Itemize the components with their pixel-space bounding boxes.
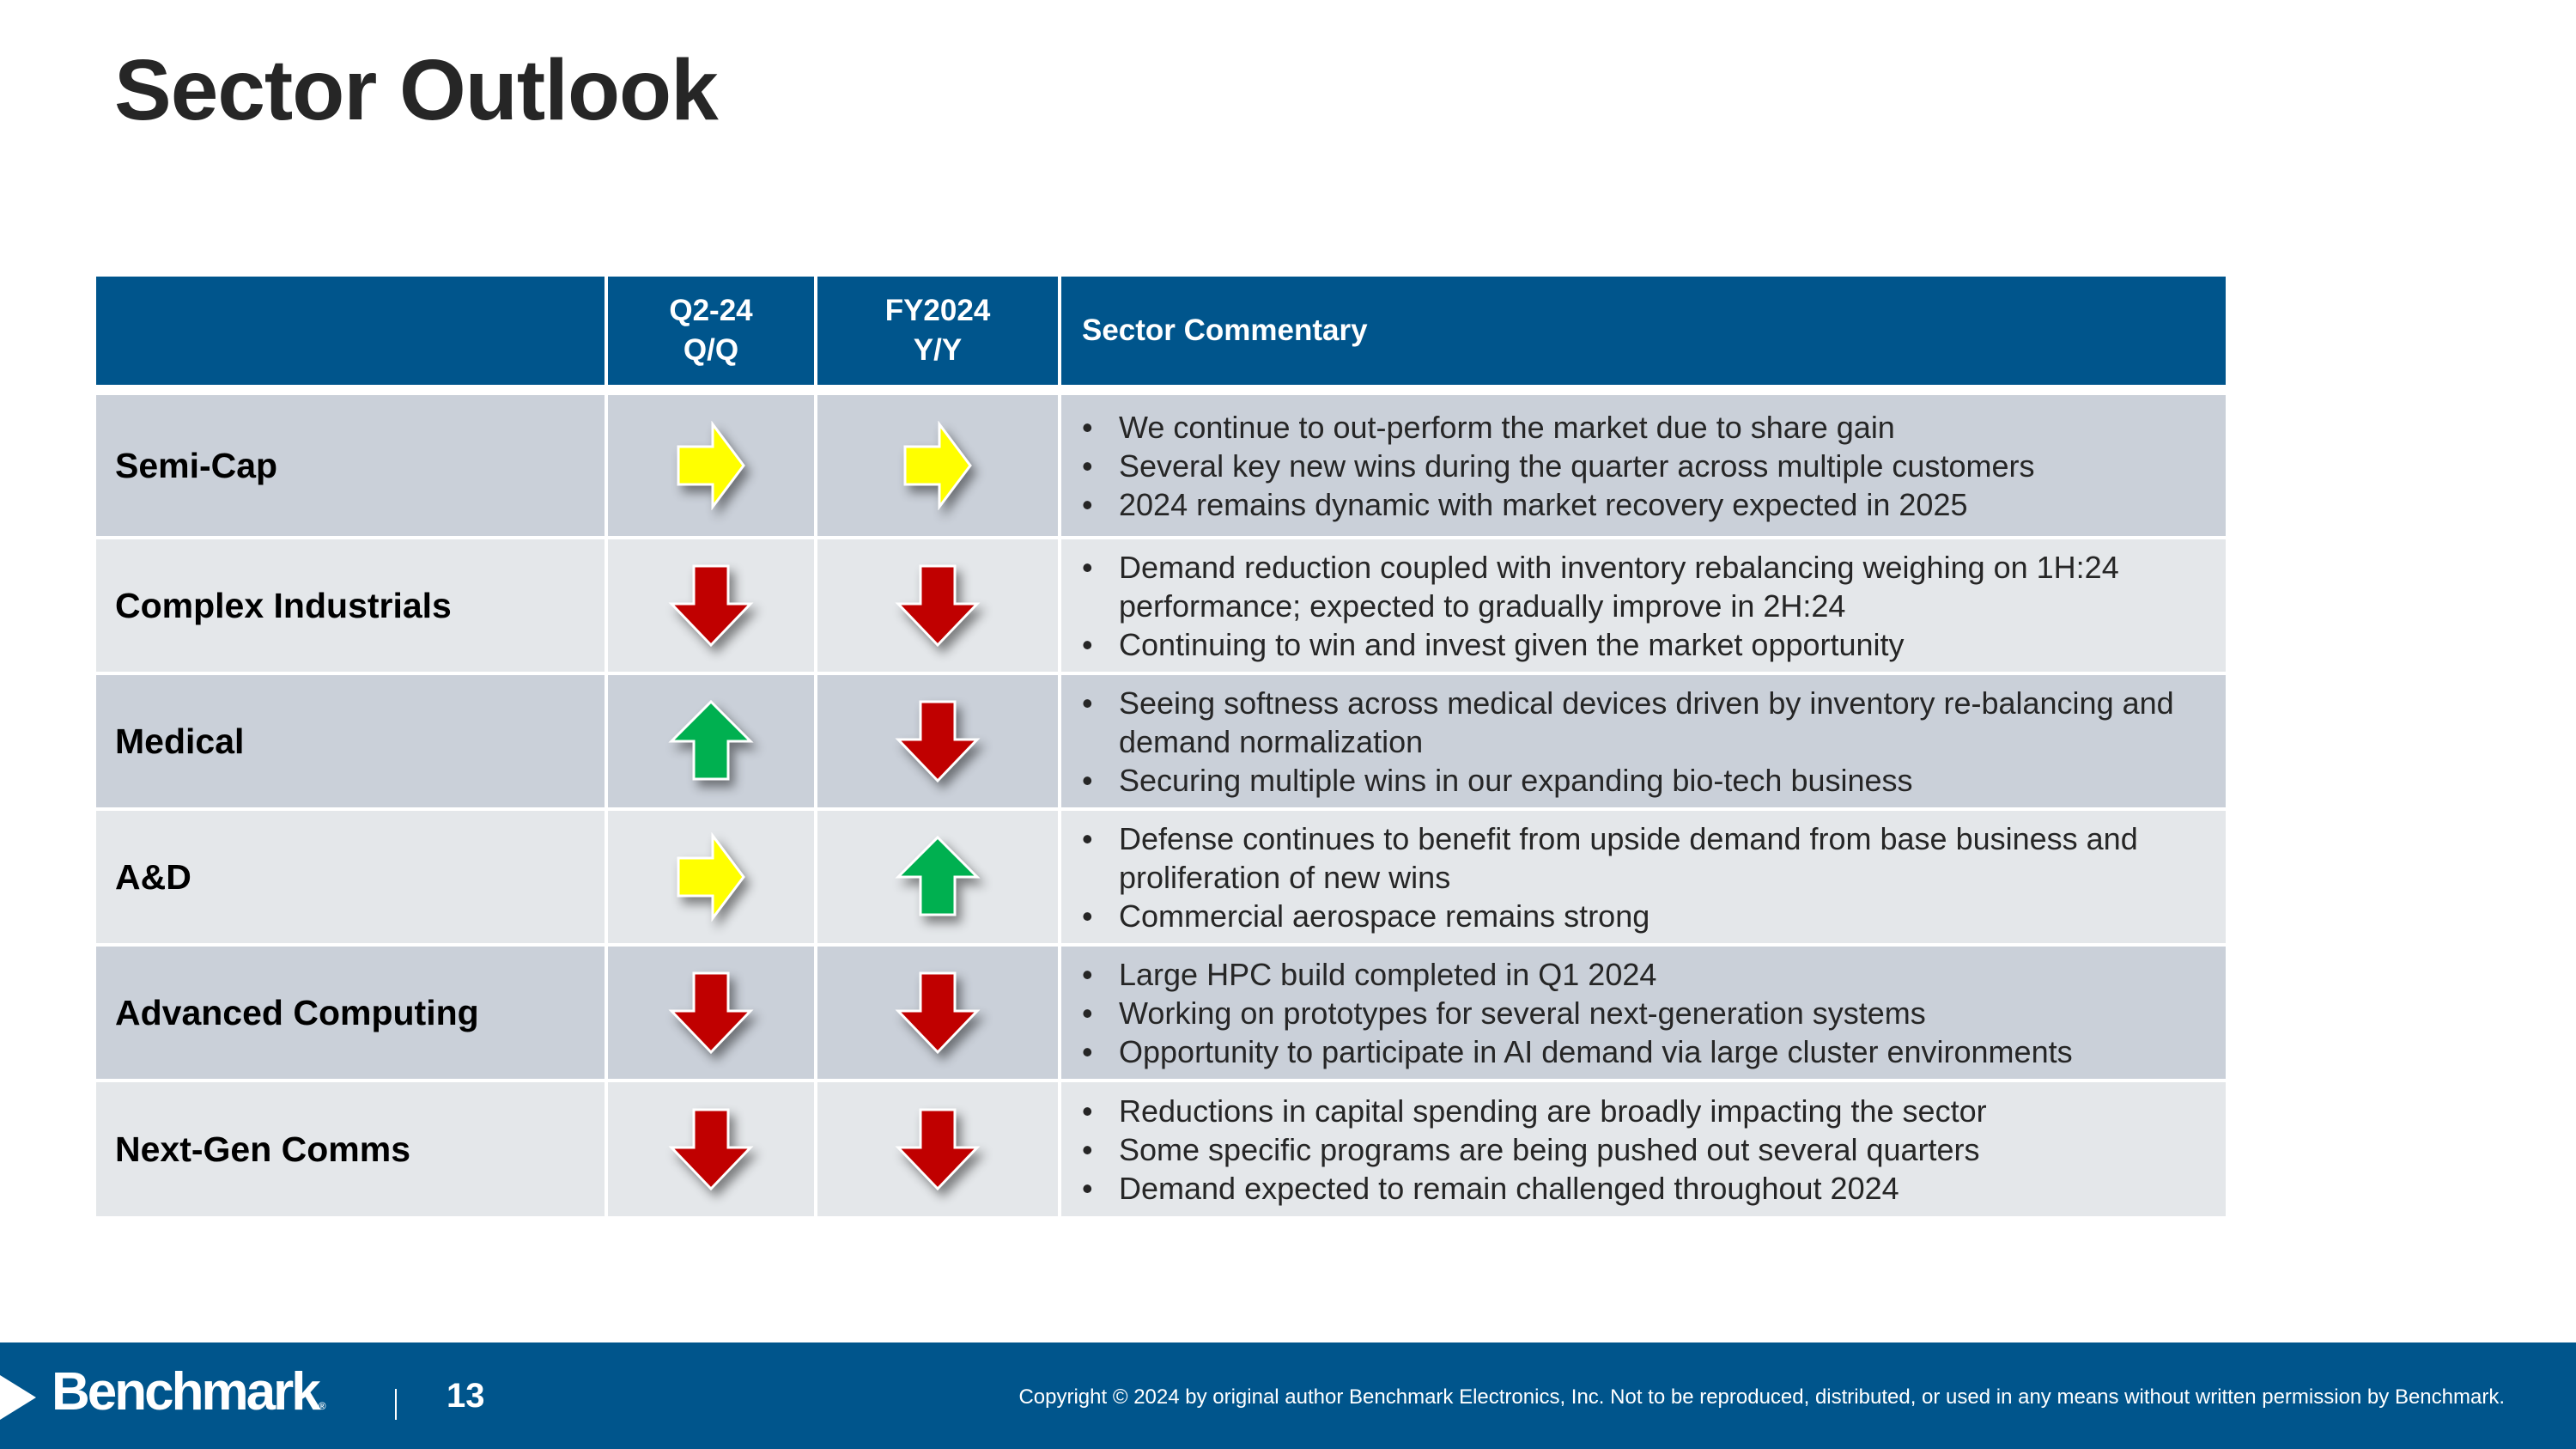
commentary-bullet: Securing multiple wins in our expanding … bbox=[1082, 761, 2208, 800]
header-sector bbox=[96, 277, 605, 385]
yy-trend-cell bbox=[817, 1082, 1058, 1216]
commentary-bullet: 2024 remains dynamic with market recover… bbox=[1082, 485, 2034, 524]
commentary-list: Reductions in capital spending are broad… bbox=[1082, 1092, 1987, 1208]
footer-bar: Benchmark® 13 Copyright © 2024 by origin… bbox=[0, 1342, 2576, 1449]
qq-trend-cell bbox=[608, 947, 814, 1079]
header-divider bbox=[96, 388, 2226, 392]
header-yy: FY2024 Y/Y bbox=[817, 277, 1058, 385]
arrow-up-icon bbox=[895, 834, 981, 920]
benchmark-chevron-icon bbox=[0, 1375, 36, 1420]
commentary-list: Demand reduction coupled with inventory … bbox=[1082, 548, 2208, 664]
sector-commentary: We continue to out-perform the market du… bbox=[1061, 395, 2226, 536]
commentary-bullet: Seeing softness across medical devices d… bbox=[1082, 684, 2208, 761]
registered-mark: ® bbox=[318, 1400, 326, 1412]
sector-name: A&D bbox=[96, 811, 605, 943]
commentary-bullet: Commercial aerospace remains strong bbox=[1082, 897, 2208, 935]
arrow-up-icon bbox=[668, 698, 754, 784]
header-qq: Q2-24 Q/Q bbox=[608, 277, 814, 385]
qq-trend-cell bbox=[608, 395, 814, 536]
commentary-bullet: Reductions in capital spending are broad… bbox=[1082, 1092, 1987, 1130]
arrow-down-icon bbox=[895, 698, 981, 784]
arrow-down-icon bbox=[668, 970, 754, 1056]
qq-trend-cell bbox=[608, 675, 814, 807]
header-yy-line2: Y/Y bbox=[913, 333, 963, 367]
logo-text: Benchmark bbox=[52, 1362, 321, 1422]
qq-trend-cell bbox=[608, 539, 814, 672]
commentary-list: Large HPC build completed in Q1 2024Work… bbox=[1082, 955, 2073, 1071]
page-number: 13 bbox=[447, 1377, 485, 1415]
commentary-bullet: Demand reduction coupled with inventory … bbox=[1082, 548, 2208, 625]
commentary-bullet: Defense continues to benefit from upside… bbox=[1082, 819, 2208, 897]
yy-trend-cell bbox=[817, 395, 1058, 536]
arrow-down-icon bbox=[895, 563, 981, 648]
qq-trend-cell bbox=[608, 1082, 814, 1216]
header-yy-line1: FY2024 bbox=[884, 294, 991, 327]
arrow-right-icon bbox=[902, 421, 974, 510]
commentary-bullet: Continuing to win and invest given the m… bbox=[1082, 625, 2208, 664]
arrow-down-icon bbox=[895, 970, 981, 1056]
sector-commentary: Large HPC build completed in Q1 2024Work… bbox=[1061, 947, 2226, 1079]
sector-name: Next-Gen Comms bbox=[96, 1082, 605, 1216]
commentary-bullet: We continue to out-perform the market du… bbox=[1082, 408, 2034, 447]
sector-commentary: Seeing softness across medical devices d… bbox=[1061, 675, 2226, 807]
footer-divider bbox=[395, 1389, 397, 1420]
sector-name: Medical bbox=[96, 675, 605, 807]
commentary-bullet: Several key new wins during the quarter … bbox=[1082, 447, 2034, 485]
copyright-notice: Copyright © 2024 by original author Benc… bbox=[1018, 1385, 2505, 1409]
qq-trend-cell bbox=[608, 811, 814, 943]
commentary-list: We continue to out-perform the market du… bbox=[1082, 408, 2034, 524]
sector-commentary: Defense continues to benefit from upside… bbox=[1061, 811, 2226, 943]
header-qq-line2: Q/Q bbox=[683, 333, 739, 367]
benchmark-logo: Benchmark® bbox=[52, 1361, 326, 1422]
yy-trend-cell bbox=[817, 947, 1058, 1079]
arrow-right-icon bbox=[675, 421, 747, 510]
commentary-bullet: Working on prototypes for several next-g… bbox=[1082, 994, 2073, 1032]
arrow-down-icon bbox=[668, 563, 754, 648]
sector-outlook-table: Q2-24 Q/Q FY2024 Y/Y Sector Commentary S… bbox=[96, 277, 2226, 1216]
commentary-bullet: Large HPC build completed in Q1 2024 bbox=[1082, 955, 2073, 994]
commentary-bullet: Demand expected to remain challenged thr… bbox=[1082, 1169, 1987, 1208]
header-commentary: Sector Commentary bbox=[1061, 277, 2226, 385]
arrow-down-icon bbox=[668, 1106, 754, 1192]
sector-name: Advanced Computing bbox=[96, 947, 605, 1079]
sector-commentary: Demand reduction coupled with inventory … bbox=[1061, 539, 2226, 672]
yy-trend-cell bbox=[817, 811, 1058, 943]
sector-commentary: Reductions in capital spending are broad… bbox=[1061, 1082, 2226, 1216]
commentary-bullet: Opportunity to participate in AI demand … bbox=[1082, 1032, 2073, 1071]
sector-name: Semi-Cap bbox=[96, 395, 605, 536]
sector-name: Complex Industrials bbox=[96, 539, 605, 672]
yy-trend-cell bbox=[817, 675, 1058, 807]
commentary-list: Defense continues to benefit from upside… bbox=[1082, 819, 2208, 935]
commentary-list: Seeing softness across medical devices d… bbox=[1082, 684, 2208, 800]
slide-title: Sector Outlook bbox=[114, 42, 719, 138]
header-qq-line1: Q2-24 bbox=[669, 294, 753, 327]
arrow-right-icon bbox=[675, 832, 747, 922]
yy-trend-cell bbox=[817, 539, 1058, 672]
commentary-bullet: Some specific programs are being pushed … bbox=[1082, 1130, 1987, 1169]
arrow-down-icon bbox=[895, 1106, 981, 1192]
